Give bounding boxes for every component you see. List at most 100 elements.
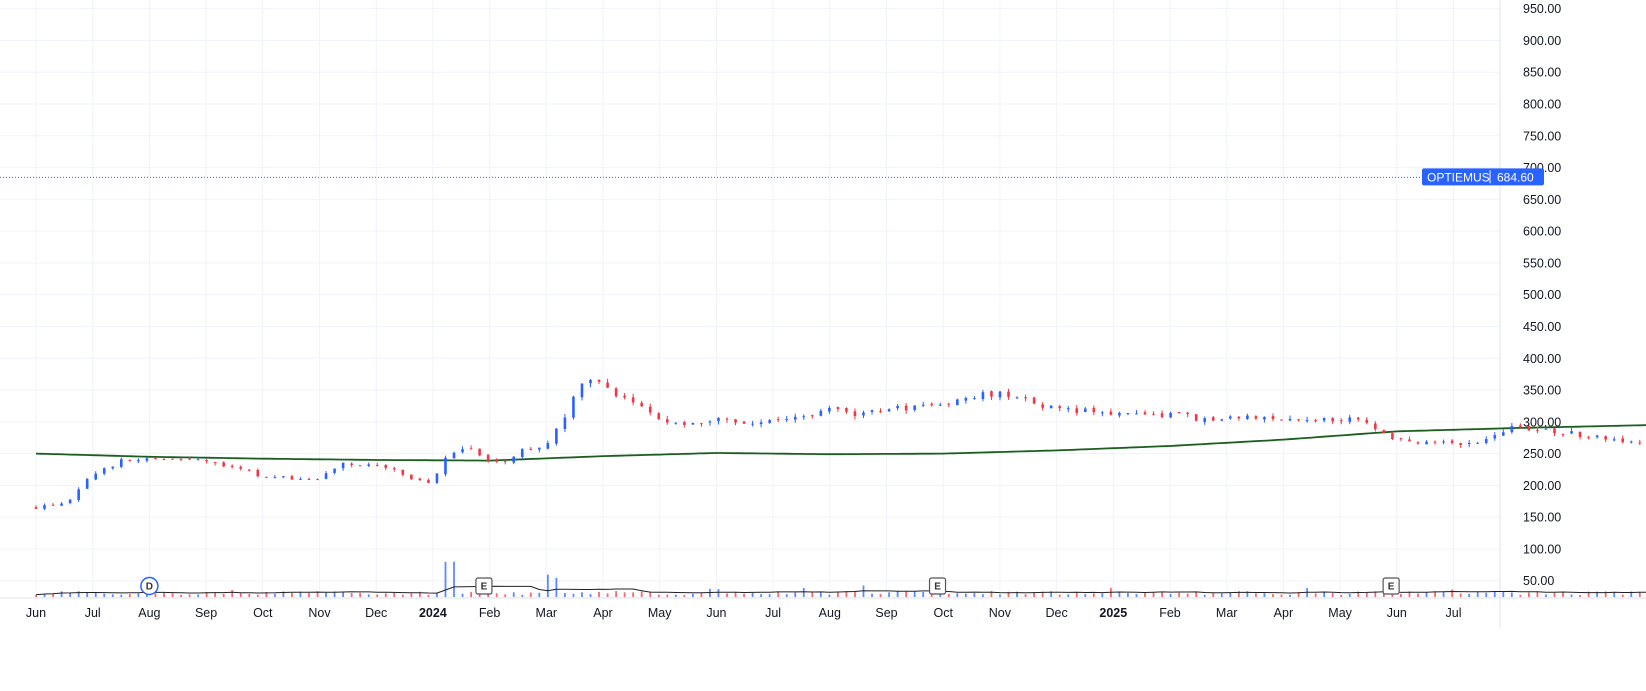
candle-body — [299, 478, 302, 480]
earnings-e-marker[interactable]: E — [928, 577, 947, 595]
candle-body — [137, 460, 140, 462]
candle-body — [1271, 416, 1275, 420]
volume-bar — [1127, 592, 1129, 597]
x-tick-label: 2024 — [419, 606, 447, 620]
candle-body — [828, 407, 831, 412]
grid-lines — [0, 0, 1646, 628]
candle-body — [1348, 417, 1352, 422]
candle-body — [179, 458, 183, 460]
candle-body — [410, 474, 413, 480]
candle-body — [742, 421, 746, 424]
price-axis[interactable]: 50.00 100.00 150.00 200.00 250.00 300.00 350.0… — [1523, 2, 1561, 588]
candle-body — [1476, 442, 1480, 444]
candle-body — [1177, 412, 1181, 414]
volume-bar — [1400, 593, 1402, 597]
volume-bar — [734, 591, 737, 597]
candle-body — [589, 379, 592, 384]
volume-bar — [1101, 593, 1104, 597]
y-tick-label: 850.00 — [1523, 66, 1561, 80]
y-tick-label: 600.00 — [1523, 225, 1561, 239]
candle-body — [1263, 416, 1266, 420]
volume-bar — [1468, 593, 1471, 597]
candle-body — [921, 404, 925, 406]
volume-bar — [1118, 591, 1121, 597]
candle-body — [401, 469, 405, 475]
volume-bar — [299, 591, 302, 597]
volume-bar — [717, 589, 720, 597]
volume-bar — [1084, 594, 1087, 597]
volume-bar — [69, 592, 72, 597]
volume-bar — [913, 591, 916, 597]
candle-body — [1433, 441, 1437, 443]
volume-bar — [256, 594, 259, 597]
candle-body — [887, 409, 891, 412]
volume-bar — [1229, 593, 1232, 597]
volume-bar — [1135, 594, 1138, 597]
candle-body — [768, 420, 771, 423]
candle-body — [290, 476, 294, 480]
time-axis[interactable]: Jun Jul Aug Sep Oct Nov Dec 2024 Feb Mar Apr May Jun… — [26, 606, 1462, 620]
event-markers[interactable]: DEEEEEEEE — [140, 576, 1646, 596]
candle-body — [665, 419, 669, 423]
candle-body — [862, 412, 865, 416]
volume-bar — [947, 593, 950, 597]
volume-bar — [521, 594, 524, 597]
volume-bar — [1417, 593, 1419, 597]
price-candles — [34, 378, 1642, 511]
volume-bar — [1255, 593, 1257, 597]
earnings-e-marker[interactable]: E — [475, 577, 493, 595]
candle-body — [1331, 418, 1334, 422]
volume-bar — [1374, 591, 1377, 597]
y-tick-label: 300.00 — [1523, 415, 1561, 429]
candle-body — [691, 422, 695, 425]
volume-bar — [538, 592, 541, 597]
candle-body — [640, 402, 643, 407]
candle-body — [930, 403, 934, 405]
volume-bar — [325, 592, 327, 597]
volume-bar — [222, 593, 225, 597]
volume-bar — [598, 591, 600, 597]
volume-bar — [606, 593, 609, 597]
volume-bar — [691, 593, 694, 597]
candle-body — [358, 465, 362, 467]
volume-bar — [1510, 592, 1513, 597]
candle-body — [171, 458, 174, 460]
candle-body — [392, 468, 396, 470]
volume-bar — [512, 592, 515, 597]
candle-body — [793, 416, 797, 420]
volume-bar — [478, 593, 481, 597]
volume-bar — [316, 591, 319, 597]
x-tick-label: Nov — [989, 606, 1012, 620]
volume-bar — [1476, 591, 1479, 597]
candle-body — [128, 459, 132, 461]
dividend-d-marker[interactable]: D — [140, 576, 159, 596]
volume-bar — [896, 591, 899, 597]
x-tick-label: Aug — [819, 606, 841, 620]
candle-body — [1143, 412, 1147, 415]
candle-body — [913, 405, 916, 410]
volume-bar — [94, 592, 97, 597]
volume-bar — [589, 594, 592, 597]
candle-body — [205, 460, 208, 462]
volume-bars — [35, 561, 1646, 597]
volume-bar — [657, 594, 660, 597]
earnings-e-marker[interactable]: E — [1382, 577, 1400, 595]
volume-bar — [854, 591, 856, 597]
volume-bar — [555, 577, 558, 597]
y-tick-label: 250.00 — [1523, 447, 1561, 461]
candle-body — [1416, 442, 1420, 444]
volume-bar — [1587, 591, 1590, 597]
candle-body — [1186, 412, 1189, 415]
volume-bar — [1331, 593, 1334, 597]
candle-body — [282, 476, 285, 478]
volume-bar — [1365, 592, 1368, 597]
earnings-marker-label: E — [481, 582, 488, 593]
volume-bar — [231, 589, 234, 597]
symbol-price-label: OPTIEMUS 684.60 — [1422, 168, 1544, 186]
volume-bar — [964, 593, 967, 597]
volume-bar — [1186, 593, 1189, 597]
x-tick-label: Sep — [195, 606, 217, 620]
x-tick-label: May — [1328, 606, 1352, 620]
